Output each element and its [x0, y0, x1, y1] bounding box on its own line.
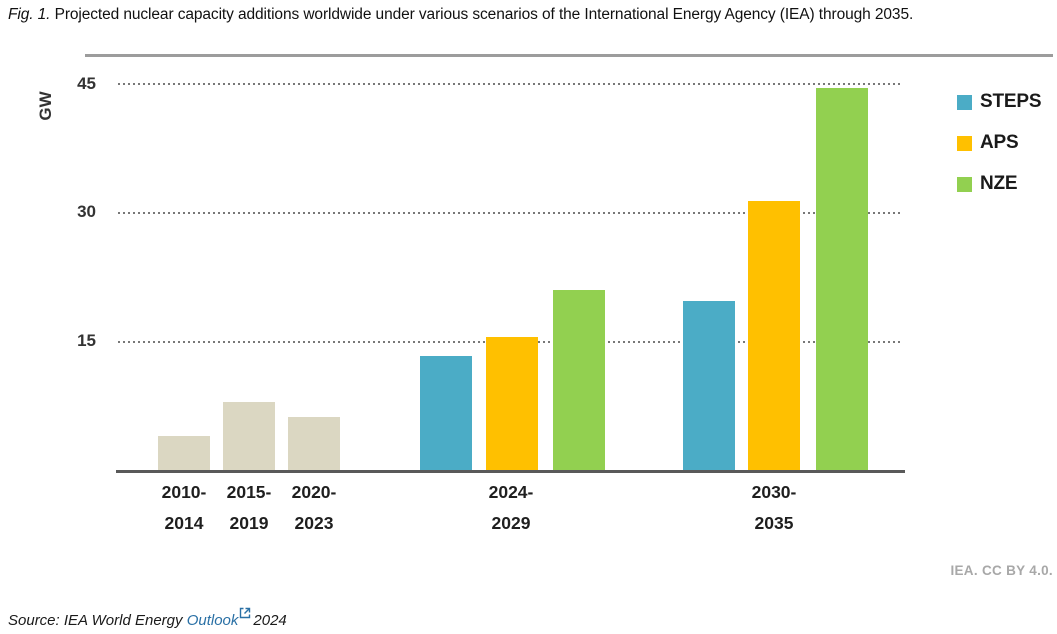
- x-tick-label-2030-2035: 2030- 2035: [751, 482, 797, 533]
- x-tick-label-2024-2029: 2024- 2029: [488, 482, 534, 533]
- gridline-30: [118, 212, 903, 214]
- legend-item-nze: NZE: [957, 173, 1041, 194]
- bar-steps-2030-2035: [683, 301, 735, 471]
- plot-area: [116, 56, 905, 473]
- source-prefix: Source: IEA World Energy: [8, 612, 187, 629]
- y-tick-label-15: 15: [77, 331, 96, 350]
- external-link-icon[interactable]: [238, 607, 253, 629]
- y-tick-label-30: 30: [77, 202, 96, 221]
- figure-number: Fig. 1.: [8, 6, 51, 23]
- source-link[interactable]: Outlook: [186, 612, 239, 629]
- legend-swatch-steps: [957, 94, 972, 110]
- legend-swatch-nze: [957, 176, 972, 192]
- bar-aps-2030-2035: [748, 201, 800, 471]
- bar-steps-2024-2029: [420, 356, 472, 471]
- bar-nze-2024-2029: [553, 290, 605, 471]
- bar-nze-2030-2035: [816, 88, 868, 471]
- y-axis-unit-label: GW: [36, 91, 55, 121]
- legend-item-steps: STEPS: [957, 91, 1042, 112]
- legend-label-nze: NZE: [980, 173, 1018, 194]
- bar-historical-2015-2019: [223, 402, 275, 471]
- legend-item-aps: APS: [957, 132, 1041, 153]
- x-axis-line: [116, 470, 905, 473]
- source-line: Source: IEA World Energy Outlook 2024: [8, 607, 287, 629]
- x-tick-label-2020-2023: 2020- 2023: [291, 482, 337, 533]
- source-suffix: 2024: [253, 612, 287, 629]
- legend-swatch-aps: [957, 135, 972, 151]
- top-divider-rule: [85, 54, 1053, 57]
- x-tick-label-2015-2019: 2015- 2019: [226, 482, 272, 533]
- bar-historical-2010-2014: [158, 436, 210, 471]
- attribution-text: IEA. CC BY 4.0.: [950, 563, 1053, 578]
- legend: STEPS APS NZE: [957, 91, 1042, 215]
- x-tick-label-2010-2014: 2010- 2014: [161, 482, 207, 533]
- figure-caption: Fig. 1. Projected nuclear capacity addit…: [8, 6, 1053, 24]
- bar-aps-2024-2029: [486, 337, 538, 471]
- legend-label-steps: STEPS: [980, 91, 1042, 112]
- legend-label-aps: APS: [980, 132, 1019, 153]
- bar-historical-2020-2023: [288, 417, 340, 471]
- figure-caption-text: Projected nuclear capacity additions wor…: [50, 6, 914, 23]
- gridline-45: [118, 83, 903, 85]
- y-tick-label-45: 45: [77, 74, 96, 93]
